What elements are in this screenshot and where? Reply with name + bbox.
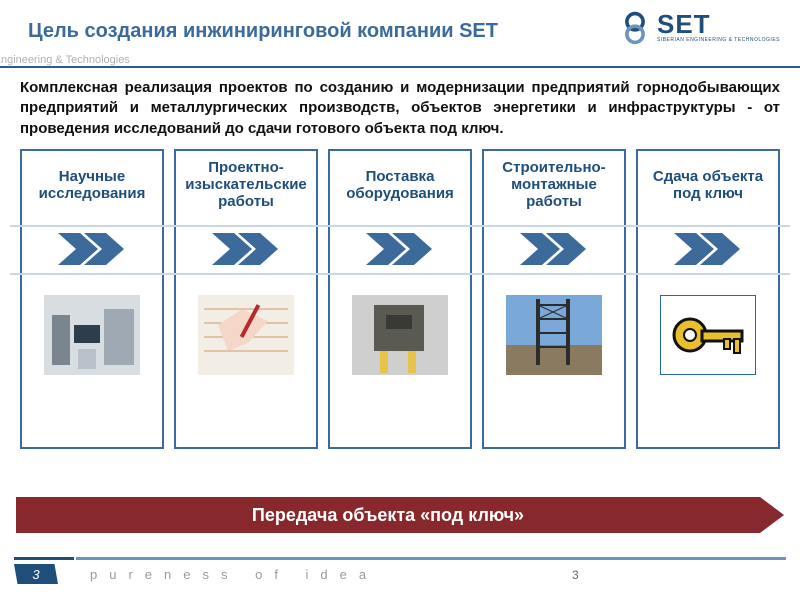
stage-arrow (176, 219, 316, 279)
stage-research: Научные исследования (20, 149, 164, 449)
chevron-right-icon (672, 229, 744, 269)
stage-image (44, 295, 140, 375)
chevron-right-icon (518, 229, 590, 269)
stage-turnkey: Сдача объекта под ключ (636, 149, 780, 449)
chevron-right-icon (364, 229, 436, 269)
stage-design: Проектно-изыскательские работы (174, 149, 318, 449)
stage-arrow (638, 219, 778, 279)
footer: 3 pureness of idea 3 (0, 557, 800, 560)
stage-image (198, 295, 294, 375)
stage-supply: Поставка оборудования (328, 149, 472, 449)
page-title: Цель создания инжиниринговой компании SE… (28, 20, 498, 43)
page-number: 3 (14, 564, 58, 584)
logo: SET SIBERIAN ENGINEERING & TECHNOLOGIES (617, 10, 780, 46)
logo-s-icon (617, 10, 653, 46)
banner-text: Передача объекта «под ключ» (16, 497, 760, 533)
stage-arrow (330, 219, 470, 279)
description-paragraph: Комплексная реализация проектов по созда… (20, 78, 780, 139)
stage-title: Поставка оборудования (330, 151, 470, 219)
page-number-center: 3 (572, 568, 579, 582)
logo-text: SET (657, 13, 780, 36)
tagline: pureness of idea (90, 567, 378, 582)
stage-title: Проектно-изыскательские работы (176, 151, 316, 219)
stage-arrow (22, 219, 162, 279)
stage-title: Строительно-монтажные работы (484, 151, 624, 219)
stage-image (352, 295, 448, 375)
banner-tip (760, 497, 784, 533)
header: Цель создания инжиниринговой компании SE… (0, 0, 800, 68)
stage-image (660, 295, 756, 375)
chevron-right-icon (56, 229, 128, 269)
stage-title: Сдача объекта под ключ (638, 151, 778, 219)
stage-construction: Строительно-монтажные работы (482, 149, 626, 449)
logo-subtext: SIBERIAN ENGINEERING & TECHNOLOGIES (657, 37, 780, 43)
process-stages: Научные исследования Проектно-изыскатель… (0, 149, 800, 449)
faint-subtitle: berian Engineering & Technologies (0, 54, 130, 66)
output-banner: Передача объекта «под ключ» (16, 497, 784, 533)
chevron-right-icon (210, 229, 282, 269)
stage-title: Научные исследования (22, 151, 162, 219)
stage-image (506, 295, 602, 375)
stage-arrow (484, 219, 624, 279)
